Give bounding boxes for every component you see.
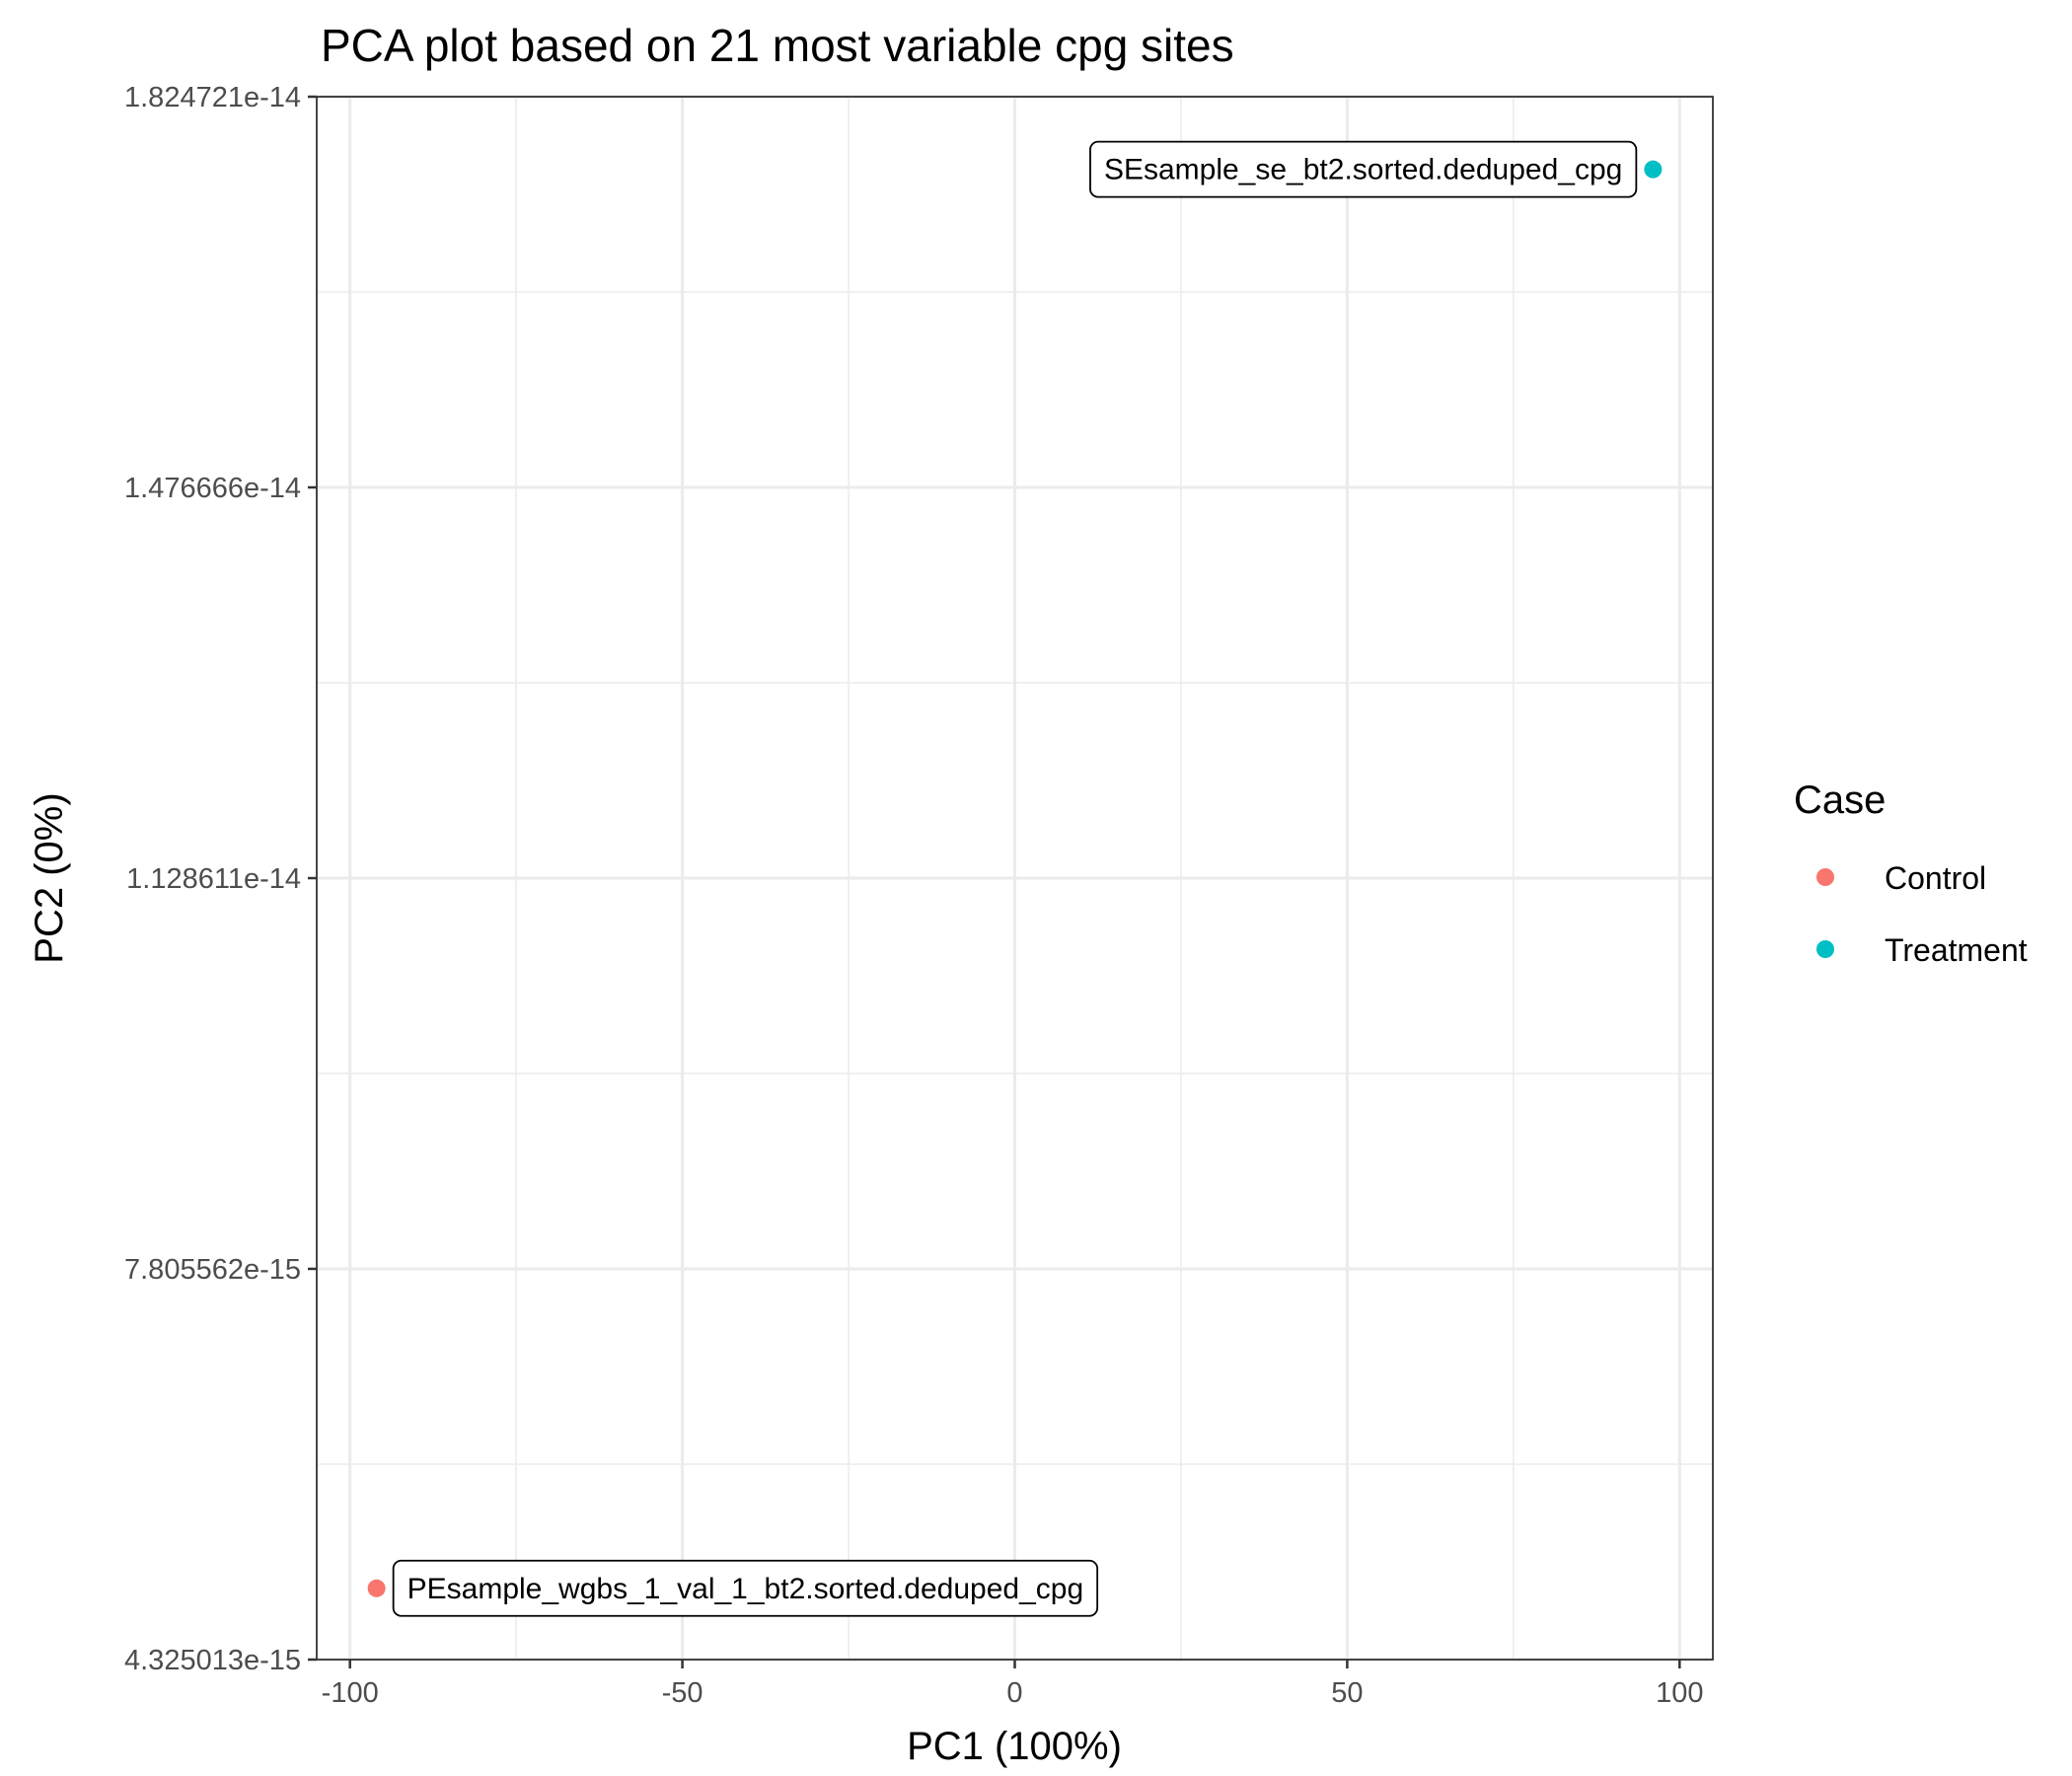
- point-label-box: [1089, 140, 1638, 198]
- legend: Case Control Treatment: [1794, 778, 2028, 968]
- x-tick-label: 100: [1656, 1677, 1703, 1709]
- data-point-treatment: [1644, 160, 1663, 179]
- point-labels: PEsample_wgbs_1_val_1_bt2.sorted.deduped…: [392, 140, 1638, 1617]
- legend-marker-treatment: [1816, 940, 1834, 958]
- legend-marker-control: [1816, 868, 1834, 886]
- y-tick-label: 1.824721e-14: [124, 82, 301, 113]
- y-tick-label: 4.325013e-15: [124, 1645, 301, 1676]
- x-tick-label: -100: [322, 1677, 379, 1709]
- point-label-box: [392, 1559, 1099, 1617]
- x-tick-label: -50: [662, 1677, 703, 1709]
- y-tick-label: 7.805562e-15: [124, 1254, 301, 1286]
- legend-title: Case: [1794, 778, 1886, 822]
- point-label-text: SEsample_se_bt2.sorted.deduped_cpg: [1104, 154, 1622, 186]
- x-tick-label: 0: [1006, 1677, 1022, 1709]
- y-axis-title: PC2 (0%): [28, 792, 71, 963]
- legend-label-control: Control: [1885, 860, 1986, 896]
- point-label-control: PEsample_wgbs_1_val_1_bt2.sorted.deduped…: [392, 1559, 1099, 1617]
- point-label-text: PEsample_wgbs_1_val_1_bt2.sorted.deduped…: [407, 1573, 1084, 1605]
- data-points: [367, 160, 1663, 1597]
- legend-label-treatment: Treatment: [1885, 932, 2028, 968]
- data-point-control: [367, 1579, 386, 1597]
- chart-title: PCA plot based on 21 most variable cpg s…: [321, 20, 1234, 71]
- x-axis-title: PC1 (100%): [907, 1725, 1122, 1768]
- x-tick-label: 50: [1331, 1677, 1363, 1709]
- y-tick-label: 1.128611e-14: [126, 863, 301, 895]
- axes: -100 -50 0 50 100 4.325013e-15 7.805562e-15 1.1…: [124, 82, 1704, 1709]
- point-label-treatment: SEsample_se_bt2.sorted.deduped_cpg: [1089, 140, 1638, 198]
- y-tick-label: 1.476666e-14: [124, 473, 301, 504]
